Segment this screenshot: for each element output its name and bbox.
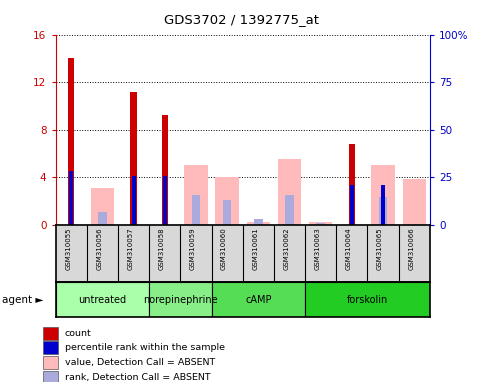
Bar [379,197,387,225]
Text: GSM310055: GSM310055 [65,227,71,270]
Text: agent ►: agent ► [2,295,44,305]
Bar [278,159,301,225]
Bar [215,177,239,225]
Bar [349,144,355,225]
Bar [43,356,58,369]
Text: count: count [65,329,91,338]
Bar [68,58,74,225]
Bar [316,223,325,225]
Bar [402,179,426,225]
Bar [381,185,385,225]
Text: GSM310060: GSM310060 [221,227,227,270]
Bar [212,282,305,317]
Text: forskolin: forskolin [347,295,388,305]
Bar [91,188,114,225]
Bar [285,195,294,225]
Bar [309,222,332,225]
Bar [184,165,208,225]
Bar [131,176,136,225]
Text: GSM310057: GSM310057 [128,227,133,270]
Text: GSM310063: GSM310063 [315,227,321,270]
Text: GSM310059: GSM310059 [190,227,196,270]
Bar [223,200,231,225]
Bar [305,282,430,317]
Text: GSM310064: GSM310064 [346,227,352,270]
Bar [69,171,73,225]
Text: rank, Detection Call = ABSENT: rank, Detection Call = ABSENT [65,373,211,382]
Text: GSM310066: GSM310066 [408,227,414,270]
Bar [130,92,137,225]
Bar [192,195,200,225]
Bar [98,212,107,225]
Text: cAMP: cAMP [245,295,271,305]
Bar [371,165,395,225]
Bar [162,115,168,225]
Text: value, Detection Call = ABSENT: value, Detection Call = ABSENT [65,358,215,367]
Text: norepinephrine: norepinephrine [143,295,218,305]
Bar [254,219,263,225]
Bar [350,185,354,225]
Bar [43,371,58,384]
Text: GDS3702 / 1392775_at: GDS3702 / 1392775_at [164,13,319,26]
Text: GSM310062: GSM310062 [284,227,289,270]
Text: GSM310058: GSM310058 [159,227,165,270]
Text: GSM310056: GSM310056 [96,227,102,270]
Bar [43,341,58,354]
Bar [56,282,149,317]
Text: percentile rank within the sample: percentile rank within the sample [65,343,225,352]
Bar [149,282,212,317]
Text: GSM310065: GSM310065 [377,227,383,270]
Bar [163,176,167,225]
Bar [247,222,270,225]
Text: GSM310061: GSM310061 [252,227,258,270]
Bar [43,327,58,340]
Text: untreated: untreated [78,295,127,305]
